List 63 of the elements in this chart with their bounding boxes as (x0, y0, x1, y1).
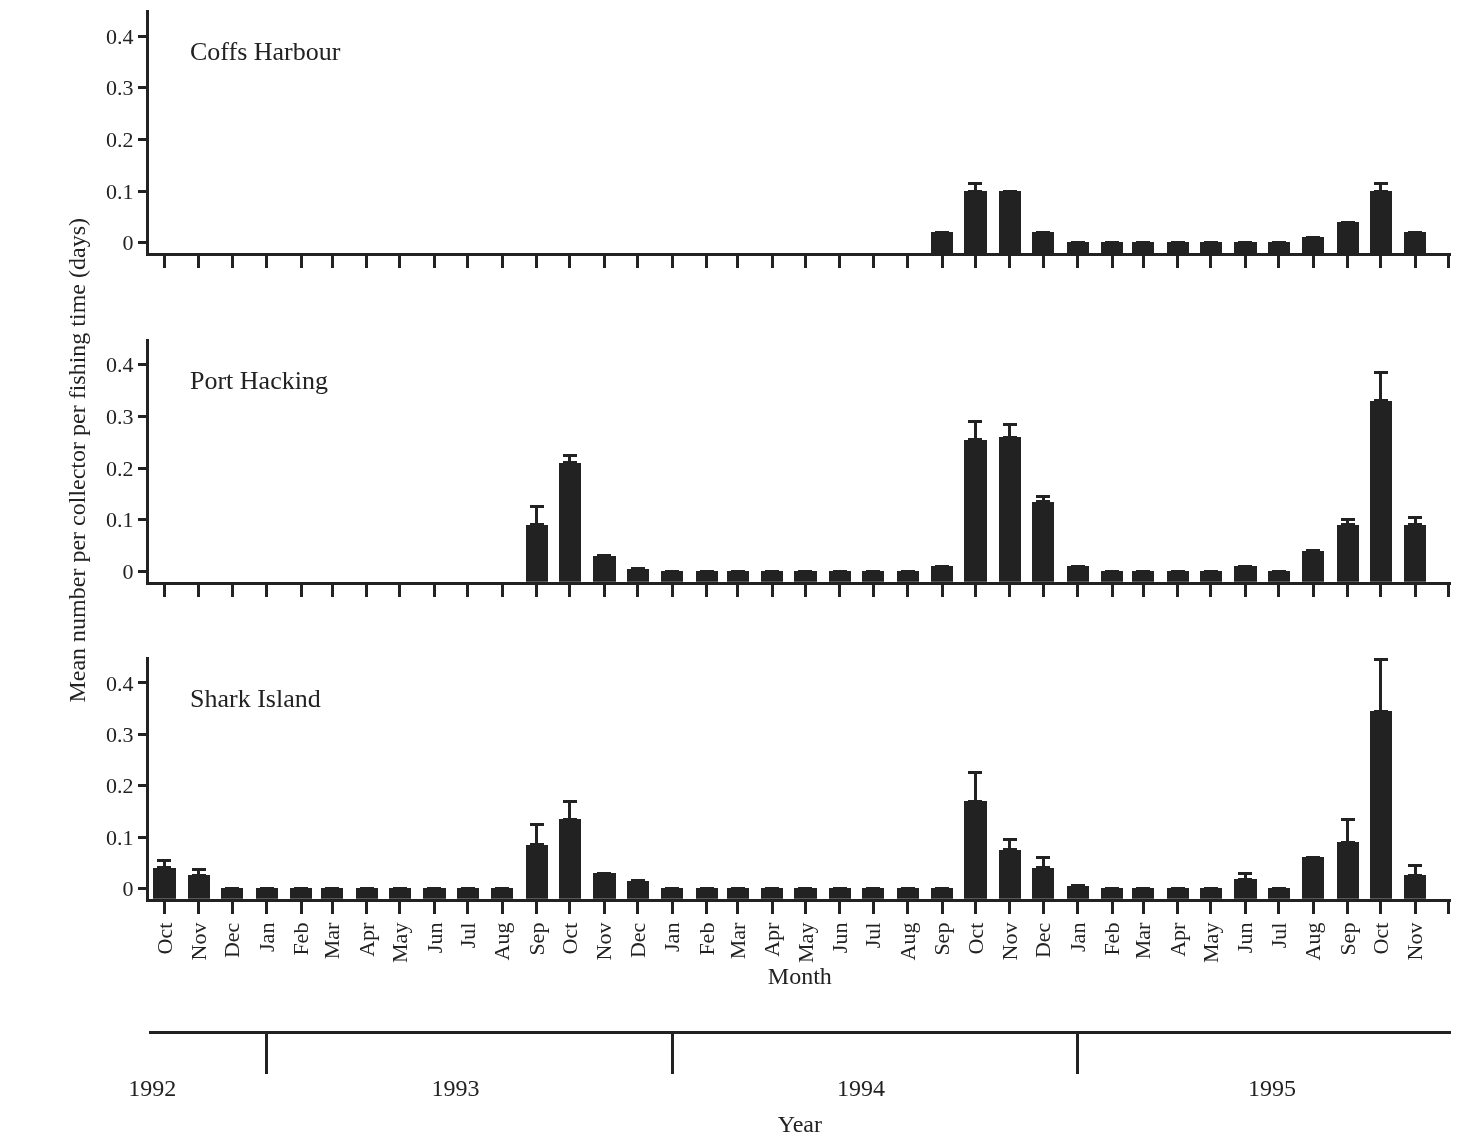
x-tick-label: Jul (860, 922, 886, 949)
x-tick-label: May (792, 922, 818, 963)
x-tick-label: Jan (1064, 922, 1090, 952)
x-tick-label: Jul (1265, 922, 1291, 949)
x-tick-label: Aug (489, 922, 515, 961)
x-tick-label: Jan (659, 922, 685, 952)
y-tick-label: 0.4 (105, 352, 134, 378)
x-tick-label: Nov (591, 922, 617, 961)
x-tick-label: Feb (1099, 922, 1125, 956)
text: Shark Island (190, 684, 321, 713)
y-tick-label: 0.4 (105, 670, 134, 696)
x-tick-label: Oct (151, 922, 177, 955)
x-tick-label: Nov (1402, 922, 1428, 961)
x-tick-label: Mar (319, 921, 345, 960)
x-tick-label: Sep (1334, 922, 1360, 956)
y-axis-title: Mean number per collector per fishing time (days) (64, 218, 91, 703)
y-tick-label: 0.2 (105, 455, 134, 481)
x2-tick-label: 1994 (836, 1075, 885, 1102)
x-tick-label: Dec (219, 922, 245, 959)
x-tick-label: Sep (929, 922, 955, 956)
x-tick-label: Jun (826, 922, 852, 954)
x-tick-label: Aug (1300, 922, 1326, 961)
x-tick-label: Feb (288, 922, 314, 956)
y-tick-label: 0.3 (105, 75, 134, 101)
x-tick-label: Dec (624, 922, 650, 959)
text: Port Hacking (190, 366, 328, 395)
x-tick-label: Dec (1030, 922, 1056, 959)
x-tick-label: Aug (894, 922, 920, 961)
x2-axis-title: Year (777, 1110, 822, 1137)
y-tick-label: 0.2 (105, 127, 134, 153)
x-tick-label: Nov (186, 922, 212, 961)
x-tick-label: Jun (421, 922, 447, 954)
y-tick-label: 0 (122, 876, 134, 902)
x-tick-label: Apr (353, 921, 379, 957)
x-tick-label: Jun (1232, 922, 1258, 954)
y-tick-label: 0.1 (105, 507, 134, 533)
x-tick-label: May (387, 922, 413, 963)
x2-tick-label: 1995 (1247, 1075, 1296, 1102)
x2-tick-label: 1992 (128, 1075, 177, 1102)
y-tick-label: 0.1 (105, 824, 134, 850)
x-axis-title: Month (767, 962, 832, 989)
y-tick-label: 0.3 (105, 404, 134, 430)
x-tick-label: Mar (724, 921, 750, 960)
x-tick-label: Mar (1130, 921, 1156, 960)
x-tick-label: Nov (996, 922, 1022, 961)
x-tick-label: Oct (962, 922, 988, 955)
x-tick-label: Apr (1164, 921, 1190, 957)
text: Coffs Harbour (190, 37, 341, 66)
y-tick-label: 0.3 (105, 722, 134, 748)
x-tick-label: Feb (693, 922, 719, 956)
x-tick-label: Jul (454, 922, 480, 949)
y-tick-label: 0.2 (105, 773, 134, 799)
x-tick-label: Oct (557, 922, 583, 955)
y-tick-label: 0 (122, 230, 134, 256)
y-tick-label: 0 (122, 559, 134, 585)
x-tick-label: May (1198, 922, 1224, 963)
x-tick-label: Apr (759, 921, 785, 957)
x-tick-label: Oct (1367, 922, 1393, 955)
x2-tick-label: 1993 (431, 1075, 480, 1102)
x-tick-label: Sep (523, 922, 549, 956)
y-tick-label: 0.4 (105, 23, 134, 49)
x-tick-label: Jan (253, 922, 279, 952)
y-tick-label: 0.1 (105, 178, 134, 204)
